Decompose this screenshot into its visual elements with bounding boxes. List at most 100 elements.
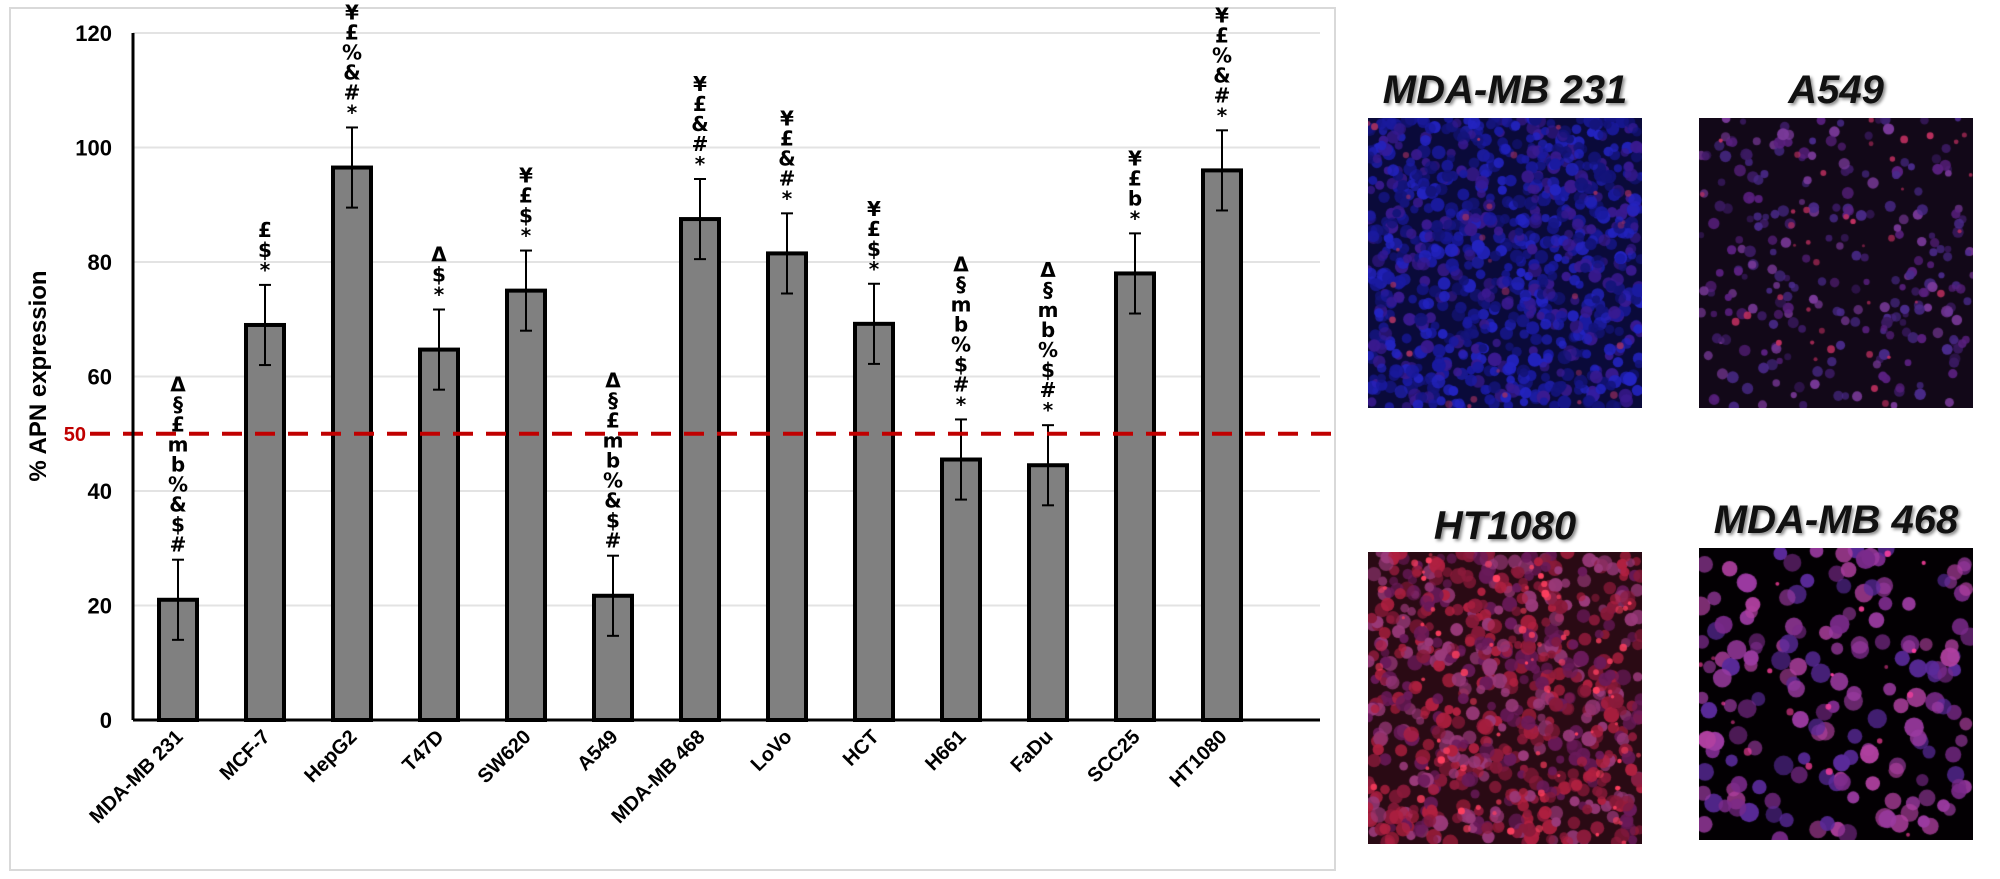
error-bar: [694, 177, 706, 261]
significance-mark: £: [606, 409, 620, 433]
micrograph-title: HT1080: [1433, 504, 1577, 548]
significance-mark: %: [1038, 338, 1058, 362]
significance-mark: $: [1041, 358, 1055, 382]
y-tick-labels: 0 20 40 60 80 100 120: [75, 21, 112, 733]
significance-mark: §: [173, 393, 183, 417]
significance-mark: *: [434, 283, 445, 307]
significance-mark: &: [604, 489, 621, 513]
error-bar: [1042, 424, 1054, 507]
reference-line-label: 50: [64, 424, 86, 446]
significance-mark: §: [956, 272, 966, 296]
y-tick-label: 0: [100, 708, 112, 733]
y-tick-label: 40: [88, 479, 112, 504]
significance-mark: &: [169, 493, 186, 517]
significance-mark: %: [168, 473, 188, 497]
significance-mark: $: [519, 204, 533, 228]
micrograph-image: [1368, 118, 1642, 408]
significance-mark: &: [778, 146, 795, 170]
significance-mark: b: [1128, 186, 1142, 210]
significance-mark: £: [345, 20, 359, 44]
bar: [331, 165, 373, 723]
significance-mark: m: [1038, 298, 1059, 322]
micrograph-image: [1368, 552, 1642, 844]
significance-mark: ¥: [1215, 3, 1229, 27]
significance-mark: $: [432, 263, 446, 287]
micrograph-title: A549: [1788, 68, 1884, 112]
significance-mark: &: [691, 112, 708, 136]
significance-mark: #: [605, 529, 622, 553]
significance-mark: $: [258, 238, 272, 262]
error-bar: [607, 554, 619, 637]
significance-mark: %: [1212, 43, 1232, 67]
y-axis-label: % APN expression: [25, 270, 52, 481]
significance-mark: ¥: [1128, 146, 1142, 170]
significance-mark: *: [869, 257, 880, 281]
significance-mark: *: [956, 392, 967, 416]
significance-mark: b: [1041, 318, 1055, 342]
error-bar: [1129, 232, 1141, 315]
bar: [1114, 271, 1156, 722]
y-tick-label: 60: [88, 365, 112, 390]
significance-mark: %: [951, 332, 971, 356]
significance-mark: &: [1213, 63, 1230, 87]
bar: [679, 217, 721, 722]
bar: [505, 288, 547, 722]
significance-mark: §: [608, 389, 618, 413]
micrograph-mda-mb-468: MDA-MB 468: [1699, 492, 1973, 843]
significance-mark: #: [692, 132, 709, 156]
significance-mark: ¥: [780, 106, 794, 130]
bar: [418, 347, 460, 722]
significance-mark: £: [693, 92, 707, 116]
bar: [244, 322, 286, 722]
significance-mark: m: [168, 433, 189, 457]
bar: [1201, 168, 1243, 722]
error-bar: [433, 308, 445, 391]
y-tick-label: 100: [75, 136, 112, 161]
significance-mark: ¥: [519, 164, 533, 188]
significance-mark: %: [342, 40, 362, 64]
significance-mark: £: [780, 126, 794, 150]
significance-mark: #: [779, 166, 796, 190]
micrograph-mda-mb-231: MDA-MB 231: [1368, 60, 1642, 408]
y-tick-label: 120: [75, 21, 112, 46]
micrograph-title: MDA-MB 231: [1382, 68, 1628, 112]
significance-mark: $: [954, 352, 968, 376]
micrograph-image: [1699, 118, 1973, 408]
error-bar: [520, 249, 532, 332]
significance-mark: *: [521, 224, 532, 248]
micrograph-ht1080: HT1080: [1368, 492, 1642, 844]
bar: [766, 251, 808, 722]
significance-mark: §: [1043, 278, 1053, 302]
significance-mark: Δ: [431, 243, 447, 267]
significance-mark: #: [1040, 378, 1057, 402]
significance-mark: &: [343, 60, 360, 84]
significance-mark: #: [1214, 83, 1231, 107]
significance-mark: *: [782, 186, 793, 210]
significance-mark: m: [951, 292, 972, 316]
error-bar: [346, 126, 358, 209]
significance-mark: £: [1215, 23, 1229, 47]
significance-mark: £: [519, 184, 533, 208]
significance-mark: $: [867, 237, 881, 261]
significance-mark: $: [606, 509, 620, 533]
error-bar: [781, 212, 793, 295]
reference-line-50: 50: [64, 424, 1335, 446]
significance-mark: b: [954, 312, 968, 336]
significance-mark: ¥: [693, 72, 707, 96]
error-bar: [259, 283, 271, 367]
error-bar: [868, 282, 880, 365]
significance-mark: £: [1128, 166, 1142, 190]
bars: Δ§£mb%&$#£$*¥£%&#*Δ$*¥£$*Δ§£mb%&$#¥£&#*¥…: [157, 0, 1243, 723]
significance-mark: *: [347, 100, 358, 124]
significance-mark: ¥: [345, 0, 359, 24]
significance-mark: #: [344, 80, 361, 104]
significance-mark: $: [171, 513, 185, 537]
significance-mark: *: [1217, 103, 1228, 127]
significance-mark: %: [603, 469, 623, 493]
significance-mark: *: [1043, 398, 1054, 422]
significance-mark: £: [867, 217, 881, 241]
significance-mark: Δ: [1040, 258, 1056, 282]
significance-mark: Δ: [953, 252, 969, 276]
significance-mark: *: [260, 258, 271, 282]
